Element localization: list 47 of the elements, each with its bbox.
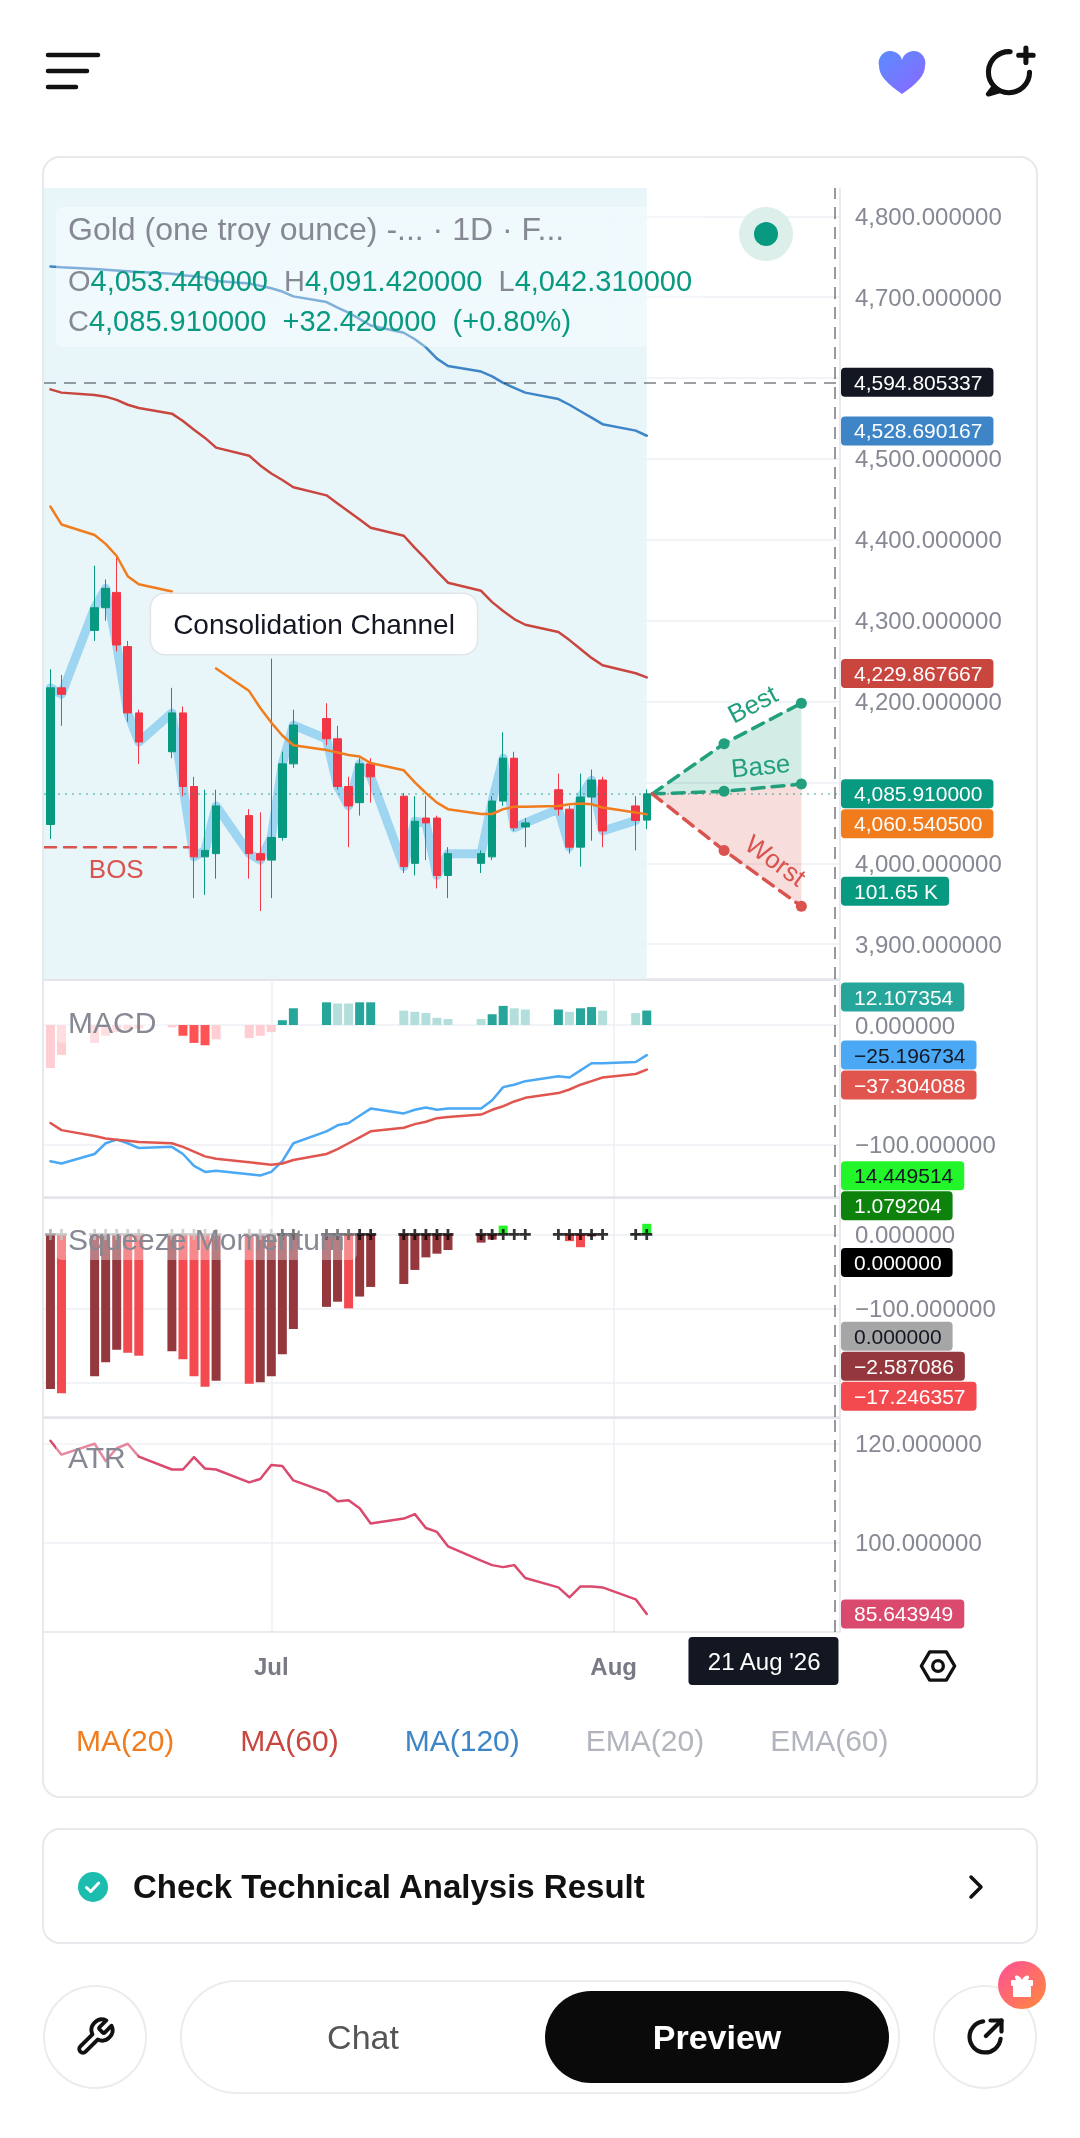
text: EMA(20) bbox=[585, 1724, 705, 1758]
text: 85.643949 bbox=[854, 1602, 954, 1626]
text: MA(60) bbox=[240, 1724, 339, 1758]
y-tick-label: −100.000000 bbox=[855, 1294, 996, 1322]
text: 4,229.867667 bbox=[854, 662, 983, 686]
text: −37.304088 bbox=[854, 1073, 966, 1097]
ref-line-label: 4,085.910000 bbox=[854, 782, 983, 806]
series-label: BOS bbox=[88, 854, 144, 885]
text: O4,053.440000 H4,091.420000 L4,042.310000 C4,085.910000 +32.420000 (+0.80%) bbox=[68, 265, 693, 337]
y-tick-label: 4,200.000000 bbox=[855, 688, 1002, 716]
text: 101.65 K bbox=[854, 879, 939, 903]
y-tick-label: 0.000000 bbox=[855, 1011, 956, 1039]
y-tick-label: 4,300.000000 bbox=[855, 607, 1002, 635]
text: MA(120) bbox=[404, 1724, 520, 1758]
text: MACD bbox=[68, 1005, 157, 1039]
text: EMA(60) bbox=[770, 1724, 889, 1758]
y-tick-label: 4,800.000000 bbox=[855, 202, 1002, 230]
y-tick-label: 120.000000 bbox=[855, 1430, 982, 1458]
y-tick-label: 4,000.000000 bbox=[855, 849, 1002, 877]
text: Base bbox=[729, 748, 792, 784]
text: 1.079204 bbox=[854, 1194, 942, 1218]
y-tick-label: 3,900.000000 bbox=[855, 930, 1002, 958]
text: Check Technical Analysis Result bbox=[133, 1867, 645, 1907]
text: −2.587086 bbox=[854, 1354, 954, 1378]
text: 12.107354 bbox=[854, 985, 954, 1009]
text: −17.246357 bbox=[854, 1384, 966, 1408]
y-tick-label: 4,700.000000 bbox=[855, 283, 1002, 311]
text: ATR bbox=[68, 1440, 126, 1474]
ref-line-label: 4,594.805337 bbox=[854, 370, 983, 394]
text: Gold (one troy ounce) -... · 1D · F... bbox=[68, 211, 565, 247]
y-tick-label: 100.000000 bbox=[855, 1529, 982, 1557]
y-tick-label: 4,400.000000 bbox=[855, 526, 1002, 554]
text: 4,060.540500 bbox=[854, 812, 983, 836]
x-tick-label: Aug bbox=[590, 1652, 637, 1680]
y-tick-label: 4,500.000000 bbox=[855, 445, 1002, 473]
text: 14.449514 bbox=[854, 1164, 954, 1188]
x-tick-label: Jul bbox=[253, 1652, 289, 1680]
text: Chat bbox=[326, 2017, 400, 2057]
text: MA(20) bbox=[76, 1724, 175, 1758]
y-tick-label: 0.000000 bbox=[855, 1220, 956, 1248]
y-tick-label: −100.000000 bbox=[855, 1130, 996, 1158]
text: Best bbox=[722, 678, 784, 730]
ref-line-label: 21 Aug '26 bbox=[707, 1647, 821, 1675]
text: 4,528.690167 bbox=[854, 419, 983, 443]
text: −25.196734 bbox=[854, 1043, 966, 1067]
text: Preview bbox=[651, 2017, 783, 2057]
annotation: Consolidation Channel bbox=[173, 608, 455, 640]
